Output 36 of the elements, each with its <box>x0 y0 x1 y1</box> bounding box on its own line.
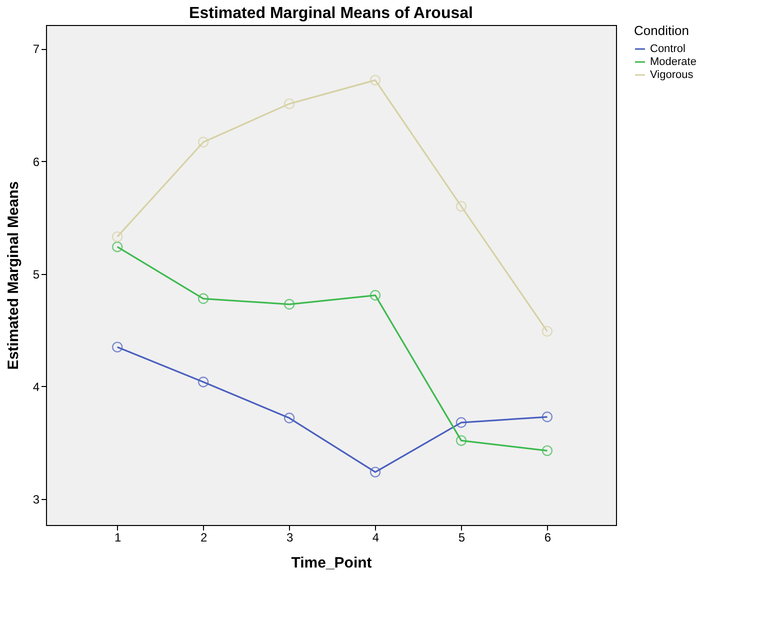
point <box>284 98 295 110</box>
legend-label: Control <box>650 43 686 55</box>
y-tick-label: 3 <box>32 492 40 507</box>
point <box>112 242 123 252</box>
point <box>370 290 381 301</box>
x-tick-label: 6 <box>544 530 552 544</box>
x-tick-label: 3 <box>286 530 294 544</box>
point <box>542 445 553 456</box>
point <box>370 466 381 478</box>
y-tick-label: 4 <box>32 380 40 394</box>
point <box>456 435 467 446</box>
point <box>198 136 209 148</box>
point <box>284 298 295 310</box>
point <box>456 200 467 212</box>
point <box>112 342 123 352</box>
x-tick-label: 5 <box>458 530 466 544</box>
x-axis-title: Time_Point <box>291 554 372 572</box>
point <box>370 74 381 86</box>
y-axis-title: Estimated Marginal Means <box>4 181 22 370</box>
y-tick-label: 6 <box>32 154 40 169</box>
point <box>198 293 209 304</box>
legend-label: Vigorous <box>650 69 694 81</box>
point <box>542 412 553 422</box>
point <box>456 417 467 428</box>
x-tick-label: 1 <box>114 530 122 544</box>
x-tick-label: 4 <box>372 530 380 544</box>
chart-title: Estimated Marginal Means of Arousal <box>189 5 473 22</box>
legend-title: Condition <box>634 23 689 38</box>
point <box>284 412 295 424</box>
point <box>542 326 553 337</box>
y-tick-label: 7 <box>32 42 40 56</box>
legend-label: Moderate <box>650 56 696 68</box>
y-tick-label: 5 <box>32 267 40 282</box>
x-tick-label: 2 <box>200 530 208 544</box>
point <box>198 376 209 388</box>
point <box>112 231 123 242</box>
